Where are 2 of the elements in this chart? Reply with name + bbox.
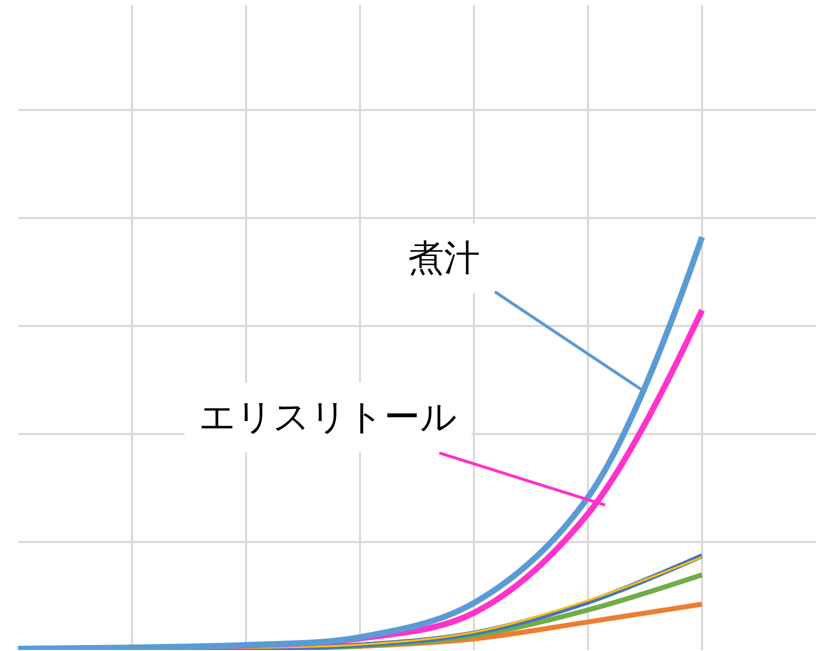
annotation: エリスリトール <box>199 397 457 438</box>
annotation: 煮汁 <box>408 238 480 279</box>
